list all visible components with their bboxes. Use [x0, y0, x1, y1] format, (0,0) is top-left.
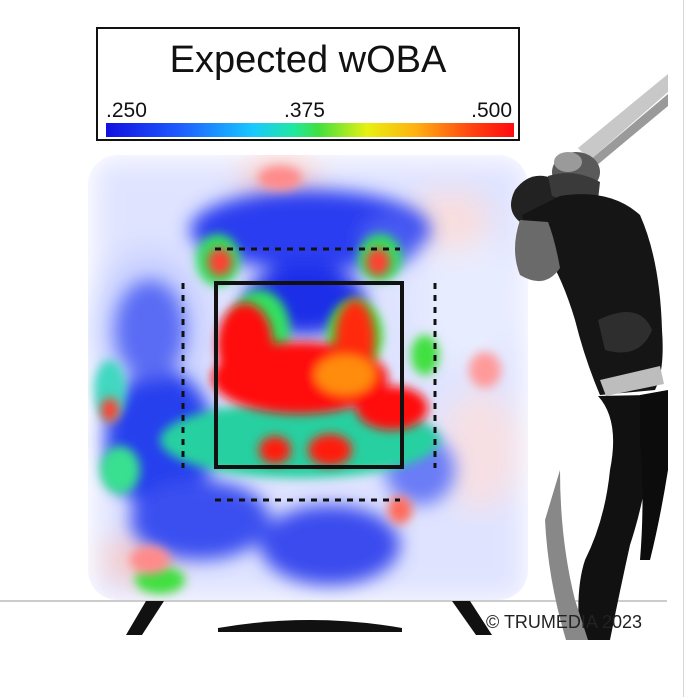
legend-tick-mid: .375 [284, 99, 325, 122]
legend-tick-high: .500 [471, 99, 512, 122]
legend-title: Expected wOBA [169, 39, 447, 81]
hot-zones [101, 166, 501, 574]
batter-silhouette [511, 74, 668, 640]
color-legend: Expected wOBA .250 .375 .500 [96, 27, 520, 141]
strike-zone [214, 281, 404, 469]
legend-color-bar [106, 123, 514, 137]
home-plate-area [0, 600, 667, 635]
legend-tick-low: .250 [106, 99, 147, 122]
copyright-text: © TRUMEDIA 2023 [486, 612, 642, 632]
right-border [683, 0, 684, 697]
